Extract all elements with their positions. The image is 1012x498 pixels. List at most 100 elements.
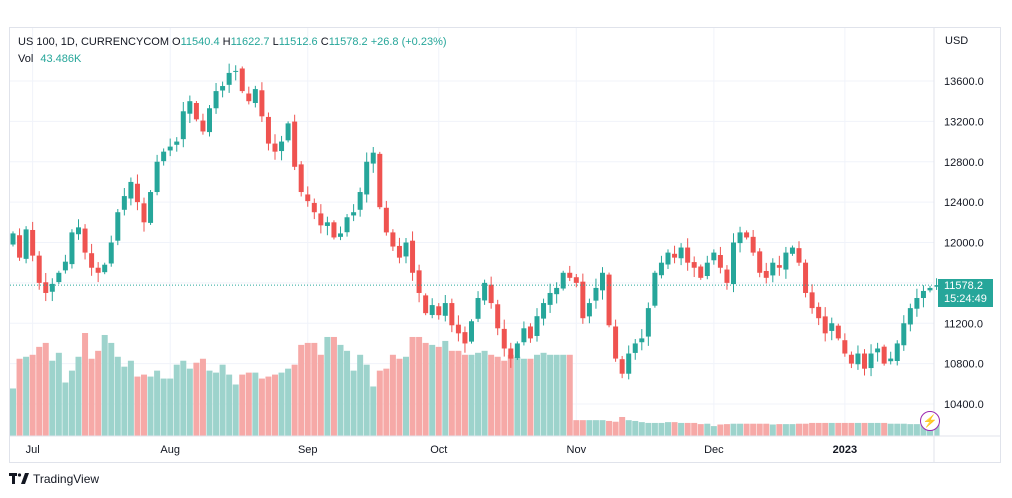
volume-bar	[252, 372, 259, 436]
candle-body	[148, 192, 154, 223]
candle-body	[396, 245, 402, 258]
volume-bar	[29, 354, 36, 436]
candle-body	[17, 235, 23, 258]
volume-bar	[186, 368, 193, 436]
candle-body	[881, 346, 887, 364]
candle-body	[324, 222, 330, 226]
candle-body	[770, 262, 776, 276]
candle-body	[292, 121, 298, 167]
candle-body	[167, 146, 173, 151]
candle-body	[410, 240, 416, 273]
candle-body	[698, 266, 704, 278]
volume-bar	[311, 342, 318, 436]
volume-bar	[723, 424, 730, 436]
volume-bar	[835, 422, 842, 436]
volume-bar	[665, 422, 671, 436]
x-tick-label: 2023	[833, 444, 857, 456]
candle-body	[233, 70, 239, 72]
candle-body	[527, 326, 533, 339]
y-tick-label: 13200.0	[944, 116, 984, 128]
volume-bar	[49, 360, 56, 436]
volume-bar	[763, 423, 770, 436]
volume-bar	[750, 423, 757, 436]
candle-body	[154, 161, 160, 193]
currency-label: USD	[945, 35, 969, 47]
candle-body	[848, 354, 854, 364]
volume-bar	[494, 356, 501, 436]
candle-body	[829, 323, 835, 331]
candle-body	[632, 343, 638, 353]
candle-body	[23, 229, 29, 259]
volume-bar	[913, 424, 920, 436]
candle-body	[95, 267, 101, 273]
candle-body	[560, 272, 566, 289]
candle-body	[783, 252, 789, 270]
candle-body	[927, 287, 933, 291]
candle-body	[469, 321, 474, 342]
volume-bar	[907, 424, 914, 436]
x-tick-label: Dec	[704, 444, 724, 456]
volume-bar	[481, 350, 488, 436]
candle-body	[436, 306, 442, 316]
candle-body	[894, 343, 900, 362]
candle-body	[416, 270, 422, 293]
volume-bar	[586, 420, 593, 436]
candle-body	[272, 143, 278, 152]
candle-body	[220, 86, 226, 91]
volume-bar	[769, 424, 776, 436]
candle-body	[62, 261, 68, 271]
volume-bar	[389, 354, 396, 436]
volume-bar	[468, 354, 475, 436]
candle-body	[822, 316, 828, 334]
candle-body	[344, 217, 350, 233]
candle-body	[488, 284, 494, 304]
volume-bar	[232, 384, 239, 436]
candle-body	[600, 272, 605, 291]
volume-bar	[154, 370, 161, 436]
volume-bar	[547, 354, 554, 436]
volume-bar	[625, 420, 632, 436]
volume-bar	[678, 422, 685, 436]
candle-body	[731, 242, 736, 285]
volume-bar	[887, 423, 894, 436]
volume-bar	[298, 344, 305, 436]
candle-body	[809, 292, 815, 309]
volume-bar	[416, 336, 423, 436]
volume-bar	[121, 366, 128, 436]
volume-bar	[933, 424, 940, 436]
candle-body	[691, 262, 697, 268]
candle-body	[141, 203, 147, 223]
candle-body	[495, 304, 501, 329]
volume-bar	[219, 364, 226, 436]
candle-body	[180, 111, 186, 140]
brand-name: TradingView	[33, 472, 100, 486]
high-label: H	[222, 36, 231, 48]
candle-body	[475, 298, 481, 319]
volume-bar	[101, 334, 108, 436]
candle-body	[514, 343, 520, 358]
volume-bar	[488, 354, 495, 436]
candle-body	[750, 236, 756, 253]
candle-body	[868, 353, 874, 369]
volume-bar	[435, 346, 442, 436]
price-axis: 10400.010800.011200.011600.012000.012400…	[944, 76, 984, 411]
candle-body	[102, 264, 108, 273]
volume-bar	[710, 426, 717, 436]
candle-body	[331, 222, 337, 238]
volume-bar	[134, 376, 141, 436]
footer[interactable]: TradingView	[9, 472, 99, 486]
volume-bar	[317, 354, 324, 436]
volume-bar	[815, 422, 822, 436]
candle-body	[377, 153, 383, 208]
lightning-icon[interactable]: ⚡	[920, 411, 940, 431]
candle-body	[803, 262, 809, 293]
volume-bar	[691, 422, 698, 436]
volume-bar	[606, 420, 613, 436]
candle-body	[449, 303, 455, 326]
candle-body	[10, 233, 16, 245]
candle-body	[89, 253, 95, 268]
candle-body	[665, 252, 671, 265]
volume-bar	[520, 358, 527, 436]
candle-body	[76, 227, 81, 235]
